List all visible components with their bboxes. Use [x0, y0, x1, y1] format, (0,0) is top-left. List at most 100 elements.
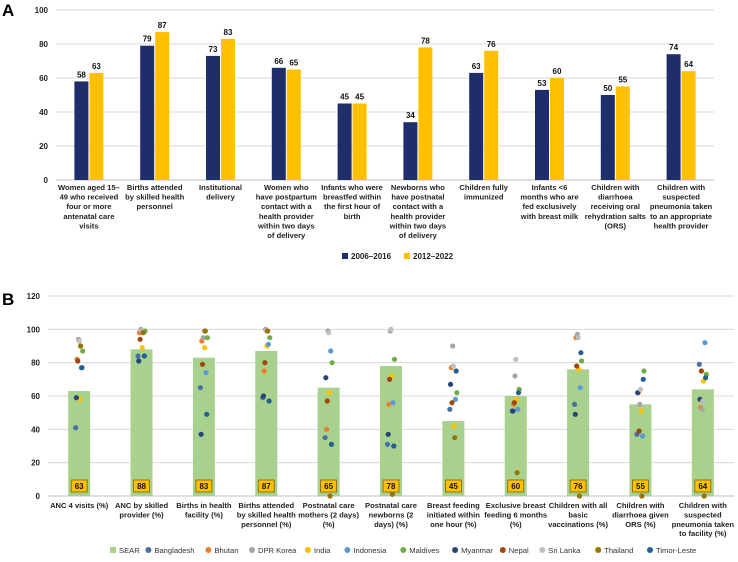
x-category-label: Children fully: [459, 183, 508, 192]
y-tick-label: 80: [31, 359, 40, 368]
legend-label: Bangladesh: [154, 546, 194, 555]
country-point: [80, 348, 86, 354]
country-point: [328, 348, 334, 354]
sear-value-label: 76: [574, 482, 583, 491]
bar-series2: [681, 71, 696, 180]
data-label: 73: [209, 45, 218, 54]
country-point: [323, 426, 330, 432]
y-tick-label: 40: [31, 425, 40, 434]
x-category-label: Infants <6: [532, 183, 568, 192]
country-point: [638, 408, 644, 414]
country-point: [452, 396, 459, 402]
legend-swatch: [205, 547, 212, 553]
country-point: [515, 406, 521, 412]
legend-swatch: [249, 547, 255, 553]
legend-label: 2006–2016: [351, 252, 392, 261]
x-category-label: diarrhoea given: [612, 510, 669, 519]
sear-bar: [380, 366, 402, 496]
data-label: 83: [224, 28, 233, 37]
country-point: [73, 395, 79, 401]
x-category-label: newborns (2: [369, 510, 414, 519]
sear-value-label: 88: [137, 482, 146, 491]
x-category-label: personnel: [137, 202, 173, 211]
y-tick-label: 60: [39, 74, 48, 83]
country-point: [75, 358, 81, 364]
country-point: [323, 375, 329, 381]
x-category-label: with breast milk: [520, 212, 579, 221]
bar-series1: [666, 54, 681, 181]
sear-value-label: 63: [75, 482, 84, 491]
x-category-label: rehydration salts: [585, 212, 646, 221]
legend-label: SEAR: [119, 546, 140, 555]
bar-series1: [469, 72, 484, 180]
x-category-label: (%): [323, 520, 335, 529]
x-category-label: facility (%): [185, 510, 223, 519]
country-point: [578, 358, 585, 364]
x-category-label: to an appropriate: [650, 212, 712, 221]
country-point: [698, 368, 705, 374]
sear-bar: [567, 369, 590, 496]
country-point: [578, 350, 584, 356]
country-point: [389, 491, 395, 497]
country-point: [141, 353, 147, 359]
country-point: [322, 435, 328, 441]
country-point: [76, 338, 82, 344]
country-point: [641, 368, 647, 374]
legend-label: Myanmar: [461, 546, 493, 555]
x-category-label: four or more: [66, 202, 111, 211]
legend-label: DPR Korea: [258, 546, 297, 555]
legend-swatch: [452, 547, 459, 553]
bar-series2: [615, 86, 630, 180]
x-category-label: Children with: [616, 501, 664, 510]
y-tick-label: 0: [36, 492, 41, 501]
sear-bar: [629, 404, 652, 496]
sear-value-box: [195, 479, 213, 493]
x-category-label: months who are: [520, 193, 578, 202]
country-point: [386, 401, 392, 407]
x-category-label: Children with all: [549, 501, 608, 510]
legend-label: Timor-Leste: [656, 546, 696, 555]
x-category-label: feeding 6 months: [484, 510, 547, 519]
y-tick-label: 20: [31, 459, 40, 468]
country-point: [510, 408, 516, 414]
x-category-label: receiving oral: [591, 202, 640, 211]
x-category-label: antenatal care: [63, 212, 114, 221]
data-label: 63: [92, 62, 101, 71]
panel-a-letter: A: [2, 1, 14, 20]
x-category-label: visits: [79, 221, 98, 230]
country-point: [199, 361, 206, 367]
sear-bar: [68, 391, 91, 496]
country-point: [326, 390, 332, 396]
country-point: [511, 400, 517, 406]
x-category-label: have postpartum: [256, 193, 317, 202]
legend-label: Bhutan: [214, 546, 238, 555]
x-category-label: contact with a: [393, 202, 444, 211]
sear-value-label: 78: [387, 482, 396, 491]
country-point: [77, 343, 84, 349]
x-category-label: within two days: [257, 221, 315, 230]
data-label: 50: [603, 84, 612, 93]
sear-value-box: [382, 479, 400, 493]
country-point: [324, 398, 330, 404]
x-category-label: (%): [510, 520, 522, 529]
country-point: [450, 363, 456, 369]
data-label: 34: [406, 111, 415, 120]
legend-swatch: [647, 547, 653, 553]
x-category-label: Breast feeding: [427, 501, 480, 510]
country-point: [637, 401, 643, 407]
x-category-label: one hour (%): [430, 520, 477, 529]
x-category-label: Births attended: [127, 183, 183, 192]
country-point: [699, 406, 705, 412]
x-category-label: of delivery: [399, 231, 438, 240]
country-point: [454, 390, 460, 396]
x-category-label: Postnatal care: [303, 501, 355, 510]
bar-series1: [74, 81, 89, 180]
data-label: 45: [340, 93, 349, 102]
x-category-label: by skilled health: [237, 510, 296, 519]
country-point: [447, 406, 453, 412]
x-category-label: delivery: [206, 193, 235, 202]
x-category-label: Women aged 15–: [58, 183, 120, 192]
x-category-label: breastfed within: [323, 193, 382, 202]
legend-label: Nepal: [509, 546, 529, 555]
